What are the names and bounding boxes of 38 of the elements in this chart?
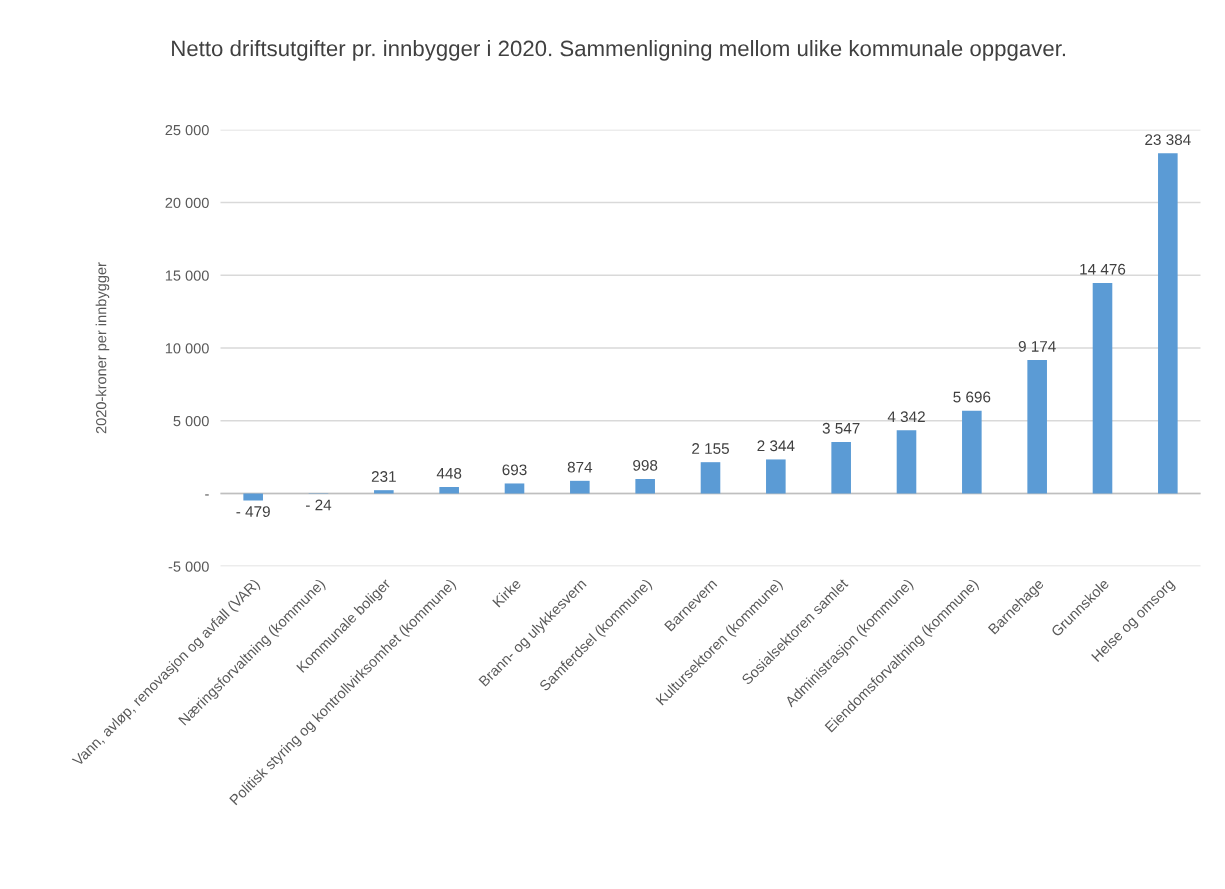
data-label: 874	[567, 461, 593, 473]
data-label: 448	[436, 467, 462, 479]
bar	[635, 479, 655, 494]
y-tick-label: 15 000	[165, 270, 209, 281]
y-tick-label: 25 000	[165, 124, 209, 136]
data-label: 2 344	[757, 440, 795, 452]
y-tick-label: 10 000	[165, 343, 209, 354]
bar	[439, 487, 459, 494]
bar	[962, 410, 982, 494]
data-label: 693	[502, 464, 527, 476]
data-label: 3 547	[822, 422, 860, 434]
y-tick-label: 5 000	[173, 415, 209, 427]
data-label: 9 174	[1018, 340, 1056, 352]
data-label: 998	[633, 459, 658, 471]
bar	[896, 430, 917, 494]
bar	[243, 493, 263, 501]
y-tick-label: 20 000	[165, 197, 209, 208]
bar	[1158, 153, 1178, 494]
bar	[831, 441, 851, 494]
data-label: 23 384	[1145, 134, 1191, 146]
y-axis-title: 2020-kroner per innbygger	[95, 262, 110, 434]
data-label: 5 696	[953, 391, 991, 403]
y-tick-label: -5 000	[168, 561, 209, 572]
data-label: - 479	[236, 506, 270, 517]
data-label: 4 342	[887, 411, 925, 423]
data-label: - 24	[306, 499, 332, 511]
data-label: 2 155	[692, 443, 729, 454]
bar	[1027, 360, 1047, 494]
bar	[504, 483, 525, 494]
data-label: 14 476	[1080, 263, 1126, 275]
y-tick-label: -	[205, 494, 209, 496]
bar	[1092, 282, 1113, 494]
bar	[374, 490, 394, 494]
bar	[766, 459, 786, 494]
bar	[570, 480, 590, 494]
bar	[700, 462, 721, 494]
chart-title: Netto driftsutgifter pr. innbygger i 2020. Sammenligning mellom ulike kommunale oppgaver.	[172, 40, 1066, 61]
data-label: 231	[371, 471, 396, 482]
